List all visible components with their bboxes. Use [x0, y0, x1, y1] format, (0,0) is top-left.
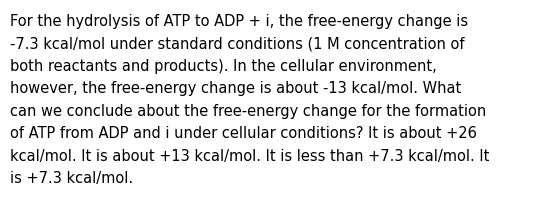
- Text: of ATP from ADP and i under cellular conditions? It is about +26: of ATP from ADP and i under cellular con…: [10, 126, 477, 141]
- Text: kcal/mol. It is about +13 kcal/mol. It is less than +7.3 kcal/mol. It: kcal/mol. It is about +13 kcal/mol. It i…: [10, 149, 489, 164]
- Text: both reactants and products). In the cellular environment,: both reactants and products). In the cel…: [10, 59, 437, 74]
- Text: is +7.3 kcal/mol.: is +7.3 kcal/mol.: [10, 172, 133, 186]
- Text: For the hydrolysis of ATP to ADP + i, the free-energy change is: For the hydrolysis of ATP to ADP + i, th…: [10, 14, 468, 29]
- Text: -7.3 kcal/mol under standard conditions (1 M concentration of: -7.3 kcal/mol under standard conditions …: [10, 37, 464, 51]
- Text: however, the free-energy change is about -13 kcal/mol. What: however, the free-energy change is about…: [10, 82, 461, 97]
- Text: can we conclude about the free-energy change for the formation: can we conclude about the free-energy ch…: [10, 104, 486, 119]
